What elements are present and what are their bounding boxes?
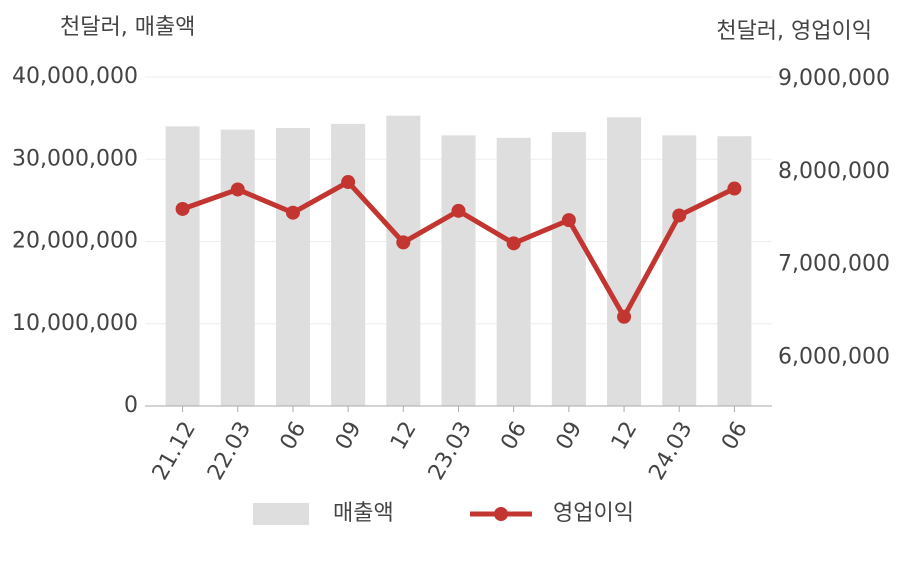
point [285,205,300,220]
bar [165,126,200,406]
x-tick-label: 24.03 [644,418,697,485]
point [617,309,632,324]
bar [441,135,476,406]
bar [717,136,752,406]
y-tick-label: 40,000,000 [12,64,138,89]
bar [331,123,366,406]
legend-label: 영업이익 [553,501,634,526]
bar [662,135,697,406]
x-tick-label: 06 [717,418,753,455]
y-tick-label: 10,000,000 [12,311,138,336]
legend-swatch [494,507,508,521]
point [561,213,576,228]
point [341,175,356,190]
legend-swatch [253,503,309,525]
y-axis-title: 천달러, 매출액 [60,15,195,40]
x-tick-label: 21.12 [148,418,201,485]
point [396,235,411,250]
x-tick-label: 12 [607,418,643,455]
x-tick-label: 23.03 [424,418,477,485]
point [506,236,521,251]
y2-tick-label: 8,000,000 [778,159,890,184]
point [175,201,190,216]
point [727,181,742,196]
x-tick-label: 06 [276,418,312,455]
y-tick-label: 20,000,000 [12,229,138,254]
y2-tick-label: 9,000,000 [778,66,890,91]
x-tick-label: 09 [552,418,588,455]
y2-tick-label: 7,000,000 [778,252,890,277]
legend-label: 매출액 [333,501,394,526]
point [672,208,687,223]
bar [386,115,421,406]
x-tick-label: 22.03 [203,418,256,485]
point [230,182,245,197]
y2-tick-label: 6,000,000 [778,345,890,370]
y-tick-label: 0 [124,393,138,418]
x-tick-label: 06 [496,418,532,455]
x-tick-label: 09 [331,418,367,455]
point [451,203,466,218]
y2-axis-title: 천달러, 영업이익 [716,19,872,44]
bar [551,132,586,407]
bar [607,117,642,407]
bar [220,129,255,406]
bar [496,137,531,407]
y-tick-label: 30,000,000 [12,146,138,171]
bar [275,127,310,407]
x-tick-label: 12 [386,418,422,455]
